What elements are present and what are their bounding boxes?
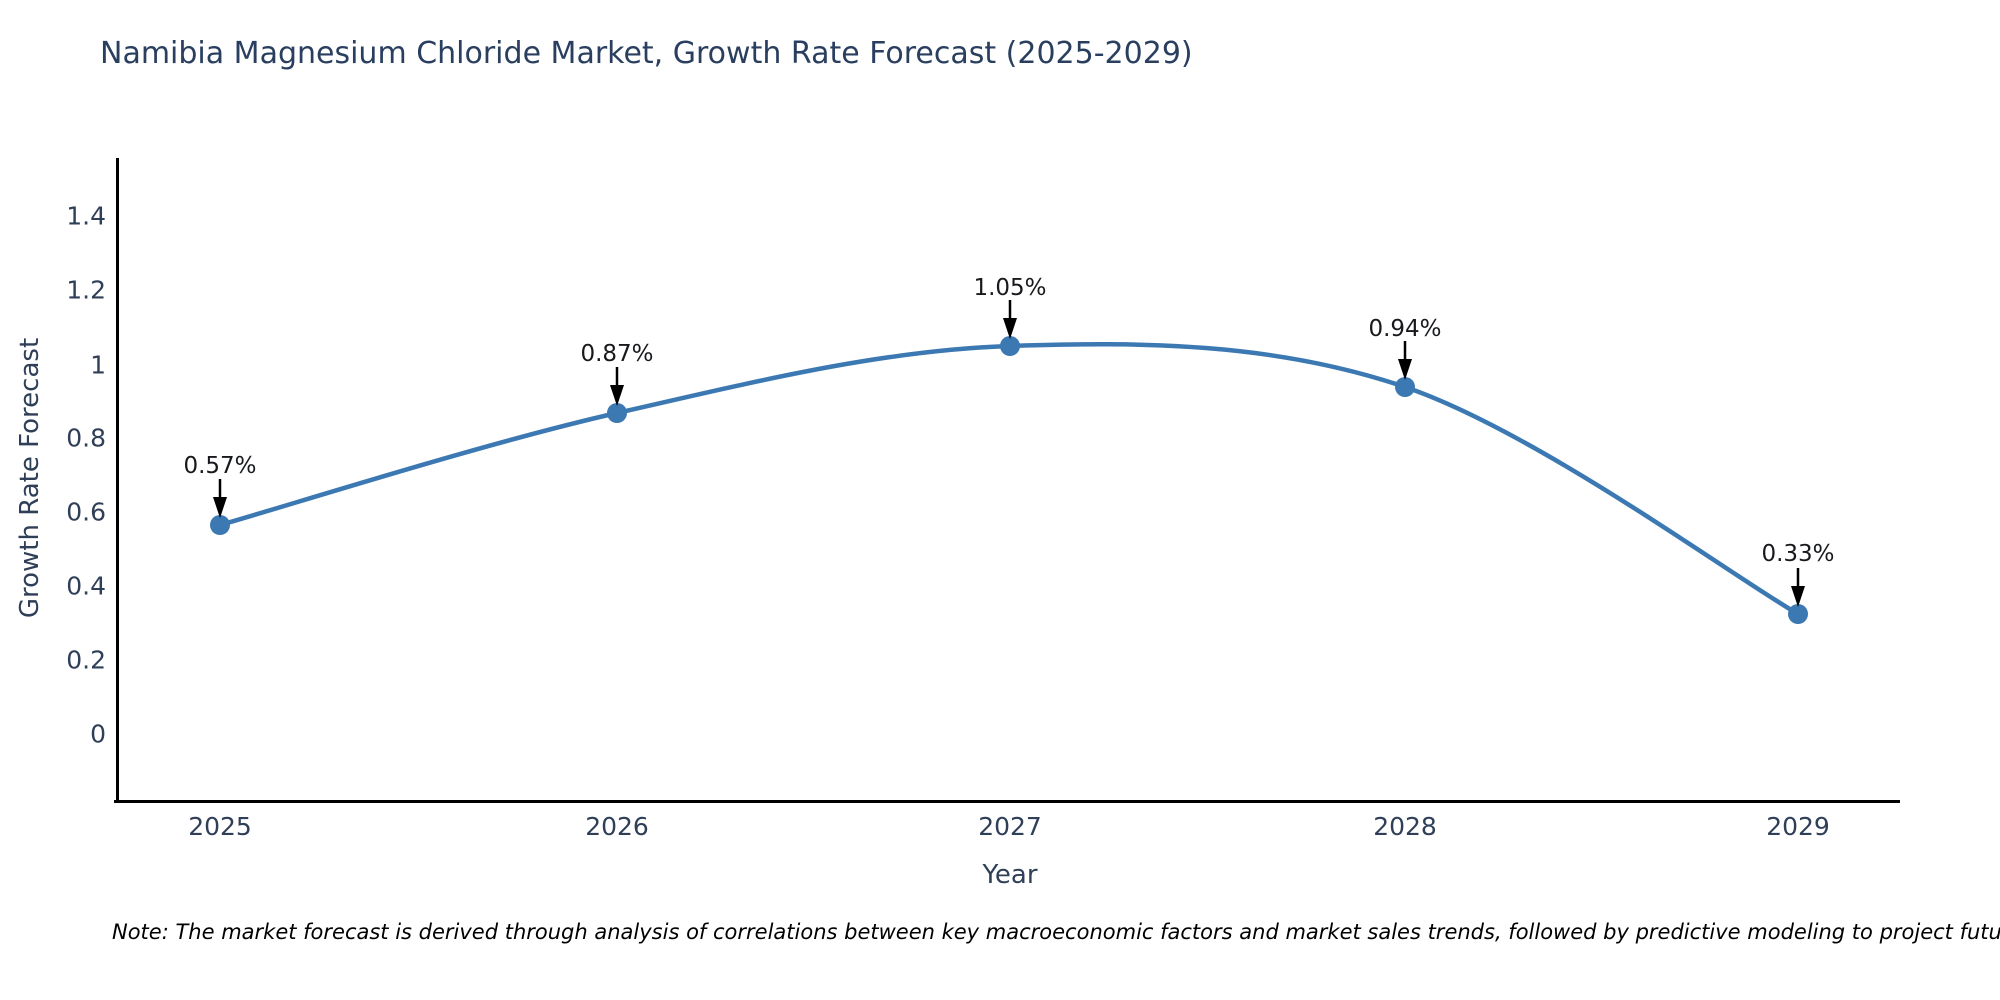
data-point-2029[interactable] — [1788, 604, 1808, 624]
annotation-arrow-2026 — [610, 367, 624, 406]
x-tick-label: 2027 — [978, 812, 1042, 841]
y-tick-label: 0 — [90, 719, 106, 749]
annotation-arrow-2029 — [1791, 568, 1805, 607]
data-point-2028[interactable] — [1395, 377, 1415, 397]
forecast-line — [217, 342, 1801, 617]
x-tick-label: 2028 — [1373, 812, 1437, 841]
data-label-2025: 0.57% — [183, 453, 257, 479]
annotation-arrow-2025 — [213, 479, 227, 518]
y-axis-title: Growth Rate Forecast — [15, 337, 45, 619]
y-tick-label: 1 — [90, 350, 106, 380]
x-tick-label: 2029 — [1766, 812, 1830, 841]
footnote: Note: The market forecast is derived thr… — [112, 920, 2000, 944]
y-axis-ticks: 1.4 1.2 1 0.8 0.6 0.4 0.2 0 — [0, 0, 106, 1000]
data-label-2028: 0.94% — [1368, 316, 1442, 342]
y-tick-label: 0.2 — [66, 645, 106, 675]
data-label-2027: 1.05% — [973, 275, 1047, 301]
y-tick-label: 0.8 — [66, 423, 106, 453]
data-label-2029: 0.33% — [1761, 541, 1835, 567]
y-tick-label: 1.2 — [66, 275, 106, 305]
chart-title: Namibia Magnesium Chloride Market, Growt… — [100, 36, 1193, 71]
y-tick-label: 0.6 — [66, 497, 106, 527]
data-point-2026[interactable] — [607, 403, 627, 423]
data-point-2027[interactable] — [1000, 336, 1020, 356]
y-tick-label: 0.4 — [66, 571, 106, 601]
data-point-2025[interactable] — [210, 515, 230, 535]
data-label-2026: 0.87% — [580, 341, 654, 367]
x-axis-title: Year — [982, 860, 1038, 890]
y-tick-label: 1.4 — [66, 201, 106, 231]
x-tick-label: 2026 — [585, 812, 649, 841]
annotation-arrow-2027 — [1003, 300, 1017, 339]
annotation-arrow-2028 — [1398, 341, 1412, 380]
x-tick-label: 2025 — [188, 812, 252, 841]
